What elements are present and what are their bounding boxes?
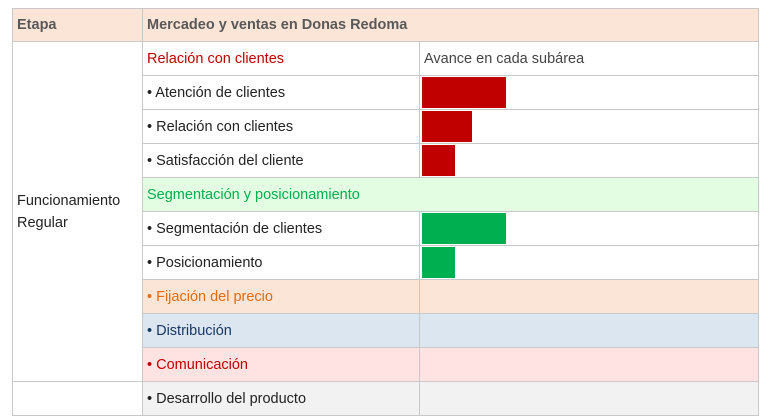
section-row-precio: • Fijación del precio [12, 279, 760, 314]
table-row: • Relación con clientes [13, 109, 760, 144]
section-label-producto: • Desarrollo del producto [142, 381, 420, 416]
progress-cell-empty [418, 279, 760, 314]
subarea-label: • Segmentación de clientes [142, 211, 420, 246]
stage-cell-spacer [12, 381, 143, 416]
progress-cell [418, 109, 760, 144]
stage-header: Etapa [12, 8, 143, 42]
progress-bar [422, 111, 472, 142]
progress-cell [418, 211, 760, 246]
section-row-producto: • Desarrollo del producto [12, 381, 760, 416]
progress-column-header: Avance en cada subárea [418, 41, 760, 76]
progress-cell-empty [418, 381, 760, 416]
stage-name: Funcionamiento Regular [12, 41, 143, 382]
section-label-relacion: Relación con clientes [142, 41, 420, 76]
progress-bar [422, 213, 506, 244]
progress-bar [422, 145, 455, 176]
progress-cell [418, 245, 760, 280]
section-label-distribucion: • Distribución [142, 313, 420, 348]
table-row: • Atención de clientes [13, 75, 760, 110]
header-row: Etapa Mercadeo y ventas en Donas Redoma [12, 8, 760, 42]
section-label-segmentacion: Segmentación y posicionamiento [141, 177, 760, 212]
section-label-precio: • Fijación del precio [142, 279, 420, 314]
subarea-label: • Relación con clientes [142, 109, 420, 144]
subarea-label: • Atención de clientes [142, 75, 420, 110]
progress-cell-empty [418, 313, 760, 348]
table-title: Mercadeo y ventas en Donas Redoma [141, 8, 760, 42]
progress-cell-empty [418, 347, 760, 382]
progress-bar [422, 77, 506, 108]
subarea-label: • Satisfacción del cliente [142, 143, 420, 178]
progress-bar [422, 247, 455, 278]
subarea-label: • Posicionamiento [142, 245, 420, 280]
progress-cell [418, 75, 760, 110]
table-row: • Segmentación de clientes [13, 211, 760, 246]
table-row: • Posicionamiento [13, 245, 760, 280]
marketing-progress-table: Etapa Mercadeo y ventas en Donas Redoma … [12, 8, 760, 416]
table-row: • Satisfacción del cliente [13, 143, 760, 178]
progress-cell [418, 143, 760, 178]
section-label-comunicacion: • Comunicación [142, 347, 420, 382]
section-row-relacion: Funcionamiento Regular Relación con clie… [12, 41, 760, 382]
